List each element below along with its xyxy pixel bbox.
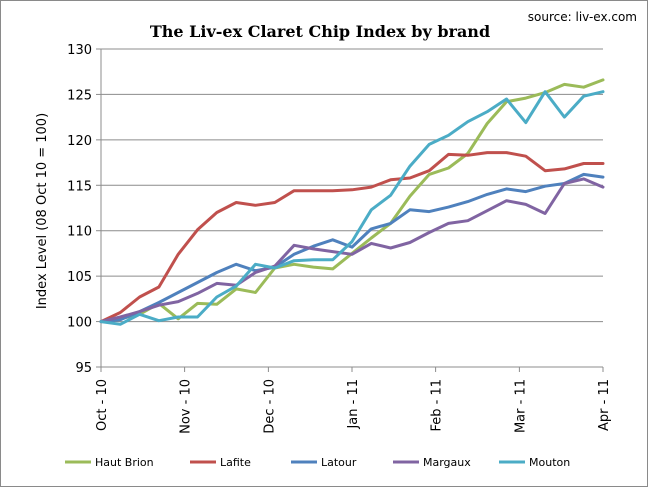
y-tick-label: 110 <box>67 225 92 240</box>
y-tick-label: 130 <box>67 43 92 58</box>
series-lines <box>99 78 605 326</box>
legend-label: Margaux <box>423 456 471 469</box>
x-tick-label: Jan - 11 <box>346 379 361 430</box>
source-label: source: liv-ex.com <box>528 10 637 24</box>
legend-label: Haut Brion <box>95 456 154 469</box>
x-tick-label: Feb - 11 <box>430 379 445 432</box>
x-tick-label: Oct - 10 <box>95 379 110 431</box>
x-tick-label: Mar - 11 <box>513 379 528 433</box>
x-tick-label: Apr - 11 <box>597 379 612 431</box>
legend: Haut Brion Lafite Latour Margaux Mouton <box>65 456 570 469</box>
series-line-latour <box>99 172 605 324</box>
y-tick-label: 125 <box>67 88 92 103</box>
y-tick-label: 105 <box>67 270 92 285</box>
series-line-haut-brion <box>99 78 605 324</box>
y-tick-label: 120 <box>67 134 92 149</box>
legend-label: Latour <box>321 456 357 469</box>
y-tick-label: 100 <box>67 316 92 331</box>
y-tick-label: 95 <box>75 361 92 376</box>
y-tick-label: 115 <box>67 179 92 194</box>
legend-label: Mouton <box>529 456 570 469</box>
legend-label: Lafite <box>220 456 251 469</box>
chart-title: The Liv-ex Claret Chip Index by brand <box>150 22 490 41</box>
gridlines <box>101 48 603 323</box>
y-axis-label: Index Level (08 Oct 10 = 100) <box>35 113 50 309</box>
series-line-margaux <box>99 177 605 324</box>
x-tick-label: Dec - 10 <box>262 379 277 434</box>
x-tick-label: Nov - 10 <box>179 379 194 434</box>
series-line-lafite <box>99 151 605 324</box>
series-line-mouton <box>99 90 605 326</box>
axes: 95 100 105 110 115 120 125 130 Oct - 10 Nov - 10 D… <box>67 43 612 434</box>
